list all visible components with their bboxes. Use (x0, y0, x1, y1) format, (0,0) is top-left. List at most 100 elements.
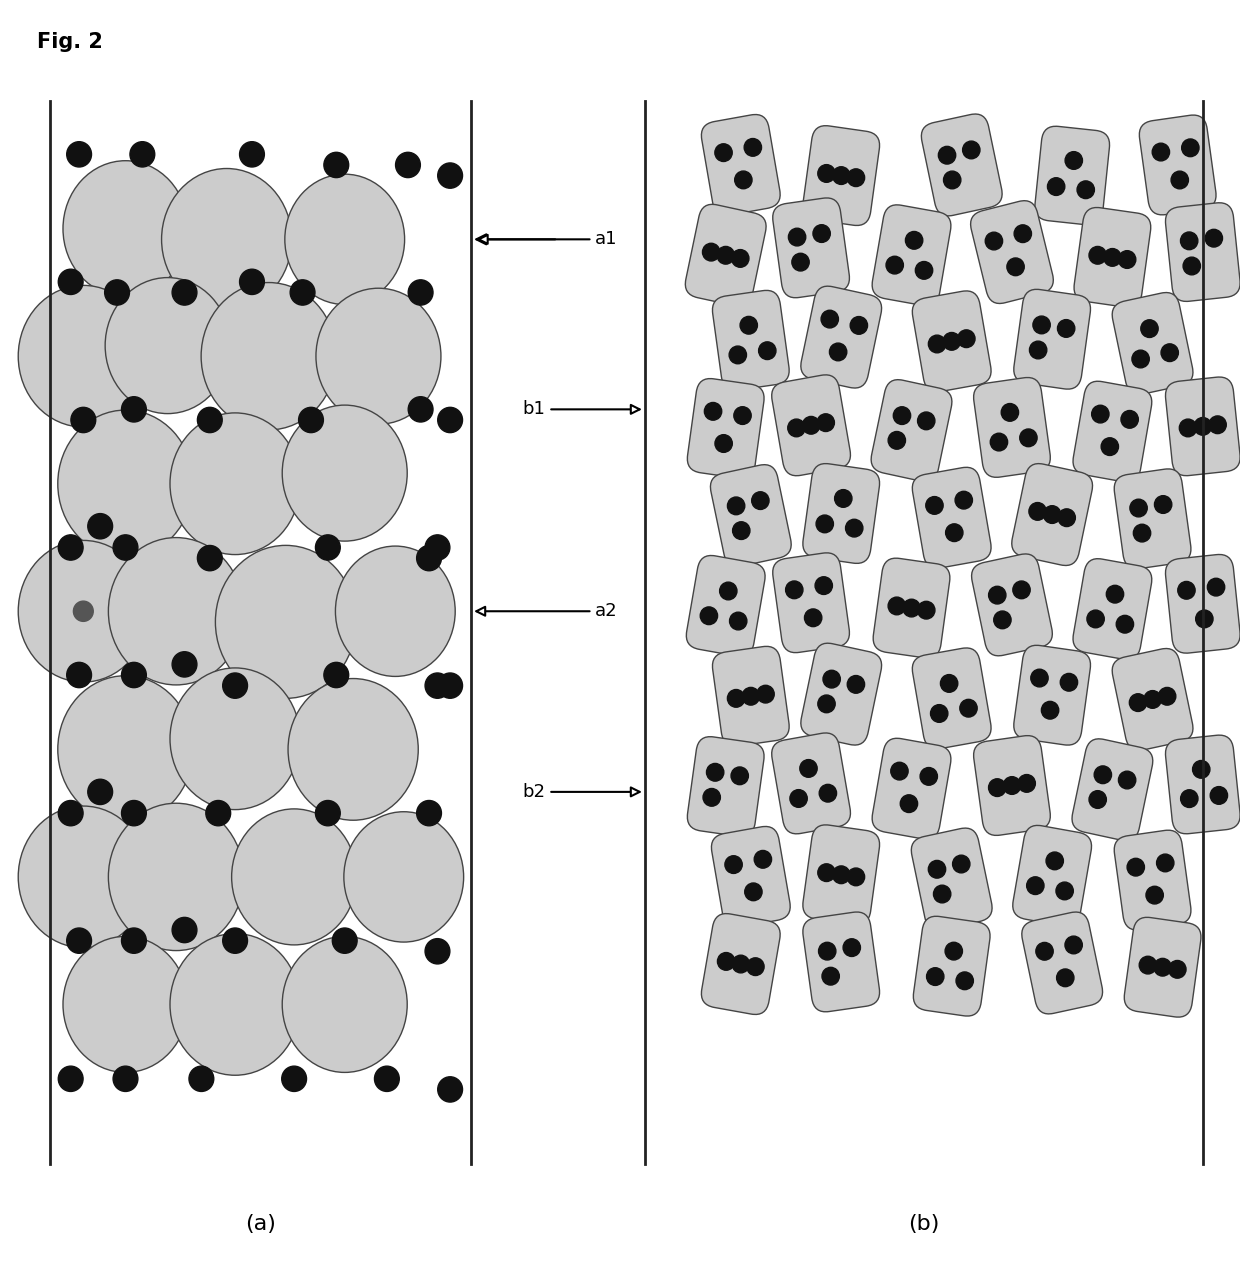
Circle shape (239, 142, 264, 167)
Ellipse shape (63, 161, 188, 297)
Circle shape (786, 581, 804, 598)
Circle shape (1033, 316, 1050, 334)
Circle shape (1042, 701, 1059, 719)
FancyBboxPatch shape (1074, 207, 1151, 307)
Ellipse shape (232, 808, 357, 945)
Circle shape (172, 917, 197, 942)
Circle shape (239, 269, 264, 295)
FancyBboxPatch shape (913, 291, 991, 392)
Circle shape (846, 519, 863, 536)
Circle shape (802, 416, 820, 434)
Circle shape (299, 407, 324, 433)
Circle shape (1013, 581, 1030, 598)
Circle shape (887, 257, 904, 275)
Circle shape (1089, 247, 1106, 264)
FancyBboxPatch shape (1166, 377, 1240, 476)
Ellipse shape (108, 803, 244, 950)
FancyBboxPatch shape (802, 912, 879, 1012)
FancyBboxPatch shape (1035, 126, 1110, 225)
Circle shape (993, 611, 1011, 629)
Circle shape (1106, 586, 1123, 603)
Circle shape (438, 163, 463, 188)
Circle shape (67, 142, 92, 167)
Circle shape (223, 929, 248, 954)
FancyBboxPatch shape (1140, 115, 1216, 215)
Text: b2: b2 (522, 783, 640, 801)
Circle shape (718, 953, 735, 970)
Circle shape (742, 687, 759, 705)
Circle shape (1154, 496, 1172, 514)
Circle shape (1210, 787, 1228, 805)
Circle shape (1058, 320, 1075, 338)
Circle shape (396, 152, 420, 177)
Circle shape (172, 280, 197, 305)
Circle shape (745, 883, 763, 901)
Circle shape (789, 228, 806, 245)
Circle shape (942, 333, 960, 350)
Circle shape (1182, 139, 1199, 157)
FancyBboxPatch shape (712, 826, 790, 927)
FancyBboxPatch shape (773, 197, 849, 297)
Circle shape (1087, 610, 1105, 627)
Text: (b): (b) (908, 1214, 940, 1235)
FancyBboxPatch shape (973, 377, 1050, 477)
FancyBboxPatch shape (873, 558, 950, 658)
FancyBboxPatch shape (1166, 202, 1240, 301)
Circle shape (847, 676, 864, 693)
Circle shape (940, 674, 957, 692)
Circle shape (729, 347, 746, 364)
FancyBboxPatch shape (802, 125, 879, 225)
Ellipse shape (63, 936, 188, 1073)
FancyBboxPatch shape (802, 463, 879, 563)
FancyBboxPatch shape (713, 291, 789, 390)
Circle shape (408, 280, 433, 305)
Circle shape (952, 855, 970, 873)
Circle shape (719, 582, 737, 600)
Circle shape (714, 144, 732, 162)
Circle shape (374, 1066, 399, 1092)
Circle shape (956, 972, 973, 989)
Circle shape (955, 491, 972, 509)
FancyBboxPatch shape (702, 115, 780, 215)
Circle shape (830, 343, 847, 361)
Circle shape (122, 663, 146, 688)
Ellipse shape (170, 934, 300, 1075)
Circle shape (945, 942, 962, 960)
Circle shape (918, 412, 935, 430)
FancyBboxPatch shape (911, 829, 992, 930)
Ellipse shape (201, 282, 336, 430)
Circle shape (1121, 411, 1138, 429)
FancyBboxPatch shape (872, 739, 951, 839)
FancyBboxPatch shape (921, 114, 1002, 216)
Circle shape (1089, 791, 1106, 808)
Circle shape (701, 607, 718, 625)
Circle shape (1158, 687, 1176, 705)
Circle shape (122, 801, 146, 826)
Circle shape (728, 497, 745, 515)
Circle shape (930, 705, 947, 722)
FancyBboxPatch shape (1166, 735, 1240, 834)
Circle shape (888, 431, 905, 449)
Circle shape (816, 515, 833, 533)
Circle shape (728, 689, 745, 707)
Circle shape (1209, 416, 1226, 434)
Circle shape (732, 955, 749, 973)
Circle shape (1132, 350, 1149, 368)
FancyBboxPatch shape (1112, 649, 1193, 750)
Circle shape (821, 310, 838, 328)
Circle shape (988, 779, 1006, 797)
Circle shape (1047, 853, 1064, 870)
Ellipse shape (335, 546, 455, 677)
Circle shape (1161, 344, 1178, 362)
FancyBboxPatch shape (971, 201, 1053, 304)
Circle shape (725, 855, 743, 873)
Circle shape (1048, 177, 1065, 195)
Ellipse shape (19, 286, 149, 428)
FancyBboxPatch shape (1166, 554, 1240, 653)
Ellipse shape (316, 288, 441, 424)
Circle shape (1179, 419, 1197, 436)
Ellipse shape (19, 806, 149, 947)
FancyBboxPatch shape (872, 205, 951, 306)
Circle shape (1146, 887, 1163, 904)
FancyBboxPatch shape (687, 736, 764, 836)
